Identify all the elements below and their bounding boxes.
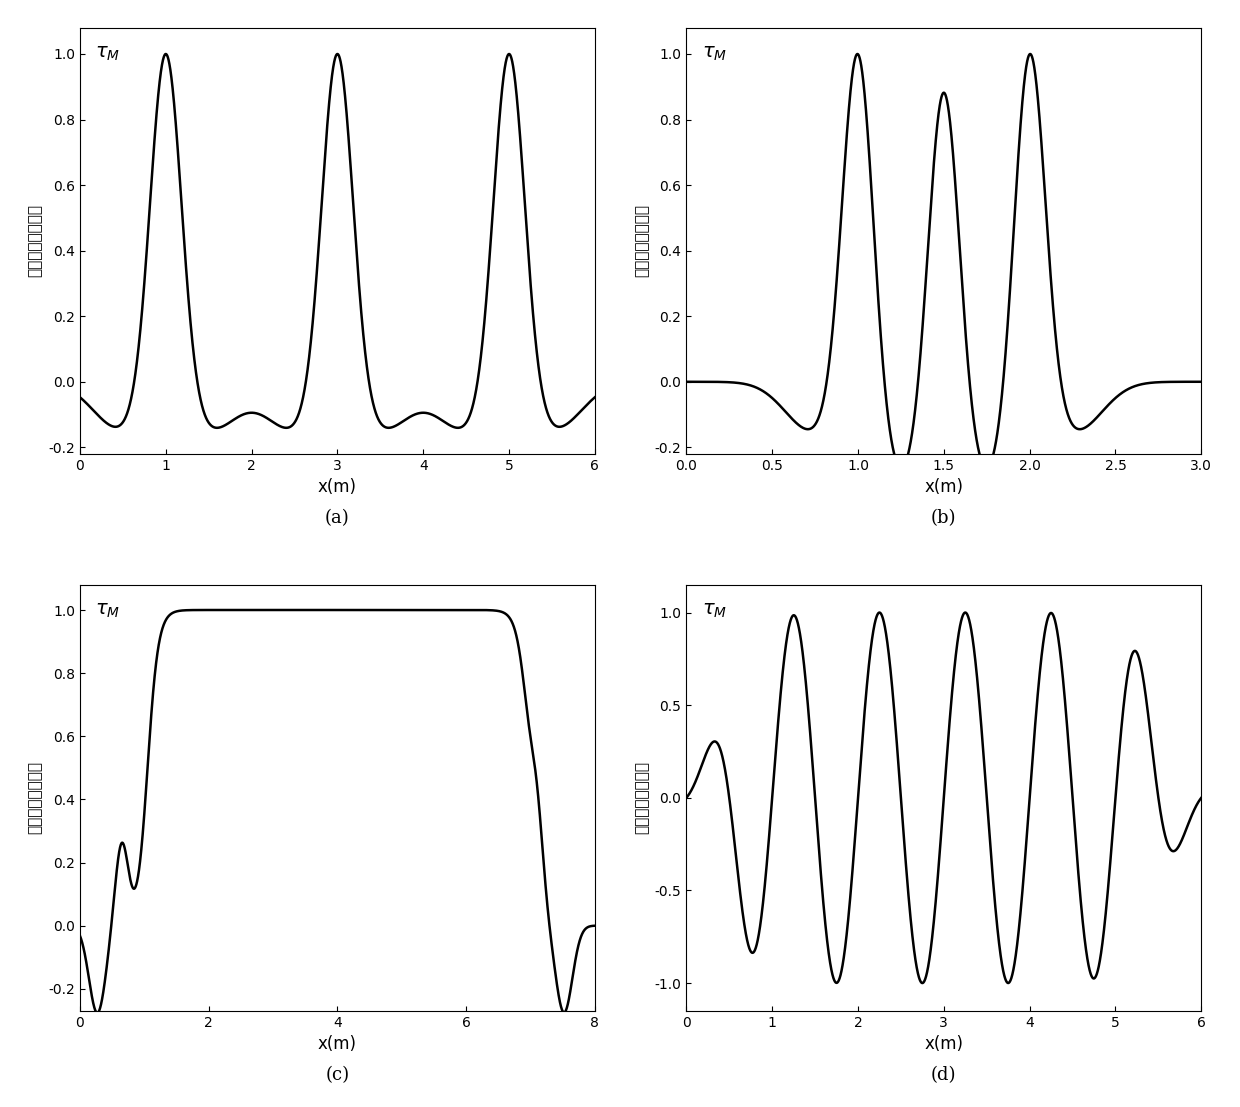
X-axis label: x(m): x(m) bbox=[317, 1035, 357, 1053]
Y-axis label: 互感空间分布函数: 互感空间分布函数 bbox=[634, 205, 650, 278]
Text: $\tau_M$: $\tau_M$ bbox=[702, 602, 727, 620]
Text: (d): (d) bbox=[931, 1066, 956, 1084]
Text: $\tau_M$: $\tau_M$ bbox=[95, 44, 120, 63]
X-axis label: x(m): x(m) bbox=[924, 478, 963, 496]
Text: (c): (c) bbox=[325, 1066, 350, 1084]
Y-axis label: 互感空间分布函数: 互感空间分布函数 bbox=[634, 762, 649, 835]
Text: $\tau_M$: $\tau_M$ bbox=[95, 602, 120, 620]
Text: (a): (a) bbox=[325, 509, 350, 527]
X-axis label: x(m): x(m) bbox=[924, 1035, 963, 1053]
Y-axis label: 互感空间分布函数: 互感空间分布函数 bbox=[27, 205, 42, 278]
X-axis label: x(m): x(m) bbox=[317, 478, 357, 496]
Text: $\tau_M$: $\tau_M$ bbox=[702, 44, 727, 63]
Text: (b): (b) bbox=[931, 509, 956, 527]
Y-axis label: 互感空间分布函数: 互感空间分布函数 bbox=[27, 762, 42, 835]
